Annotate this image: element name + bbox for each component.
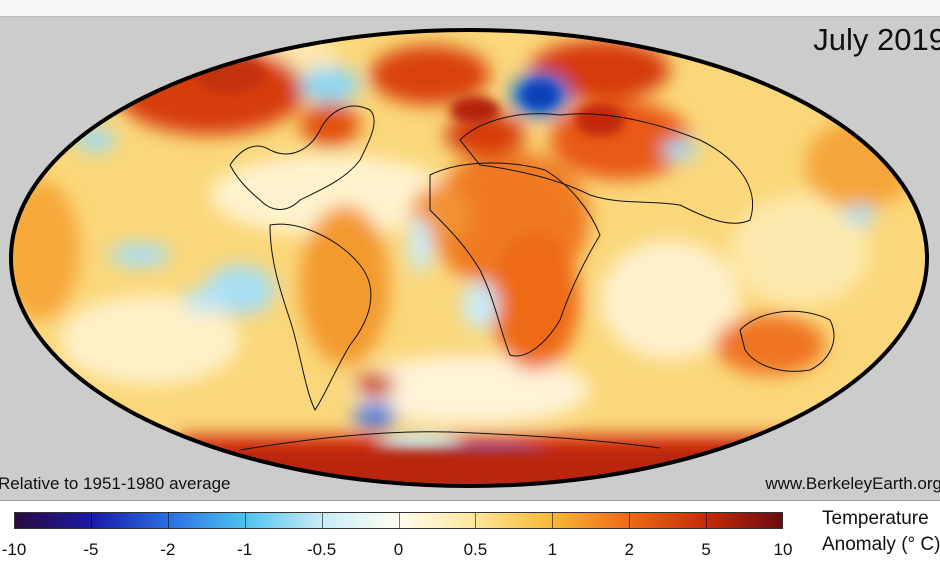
colorbar-tick-label: -5	[83, 540, 99, 559]
legend-title-line2: Anomaly (° C)	[822, 534, 940, 555]
colorbar-tick-label: -2	[160, 540, 176, 559]
baseline-caption: Relative to 1951-1980 average	[0, 474, 231, 493]
colorbar-tick-mark	[167, 512, 169, 529]
colorbar-tick-label: 5	[701, 540, 711, 559]
colorbar-tick-mark	[90, 512, 92, 529]
colorbar-tick-label: -1	[237, 540, 253, 559]
map-area	[9, 28, 929, 488]
colorbar-tick-mark	[706, 512, 708, 529]
colorbar-tick-label: 2	[624, 540, 634, 559]
colorbar-tick-label: -0.5	[306, 540, 337, 559]
anomaly-map	[9, 28, 929, 488]
legend-panel	[0, 500, 940, 565]
colorbar-tick-mark	[244, 512, 246, 529]
legend-title-line1: Temperature	[822, 508, 929, 529]
map-title: July 2019	[813, 22, 940, 57]
colorbar-tick-label: 1	[547, 540, 558, 559]
colorbar-tick-label: 0.5	[463, 540, 488, 559]
colorbar-tick-mark	[552, 512, 554, 529]
legend-title: Temperature Anomaly (° C)	[822, 506, 940, 558]
colorbar-tick-label: 0	[393, 540, 404, 559]
colorbar-tick-label: -10	[1, 540, 27, 559]
colorbar-tick-mark	[321, 512, 323, 529]
colorbar-tick-mark	[475, 512, 477, 529]
coastlines	[229, 105, 835, 451]
map-field	[11, 30, 927, 486]
colorbar-tick-label: 10	[773, 540, 793, 559]
source-url: www.BerkeleyEarth.org	[765, 474, 940, 493]
colorbar-tick-mark	[398, 512, 400, 529]
colorbar-tick-mark	[629, 512, 631, 529]
globe-outline	[9, 28, 929, 488]
top-strip	[0, 0, 940, 17]
